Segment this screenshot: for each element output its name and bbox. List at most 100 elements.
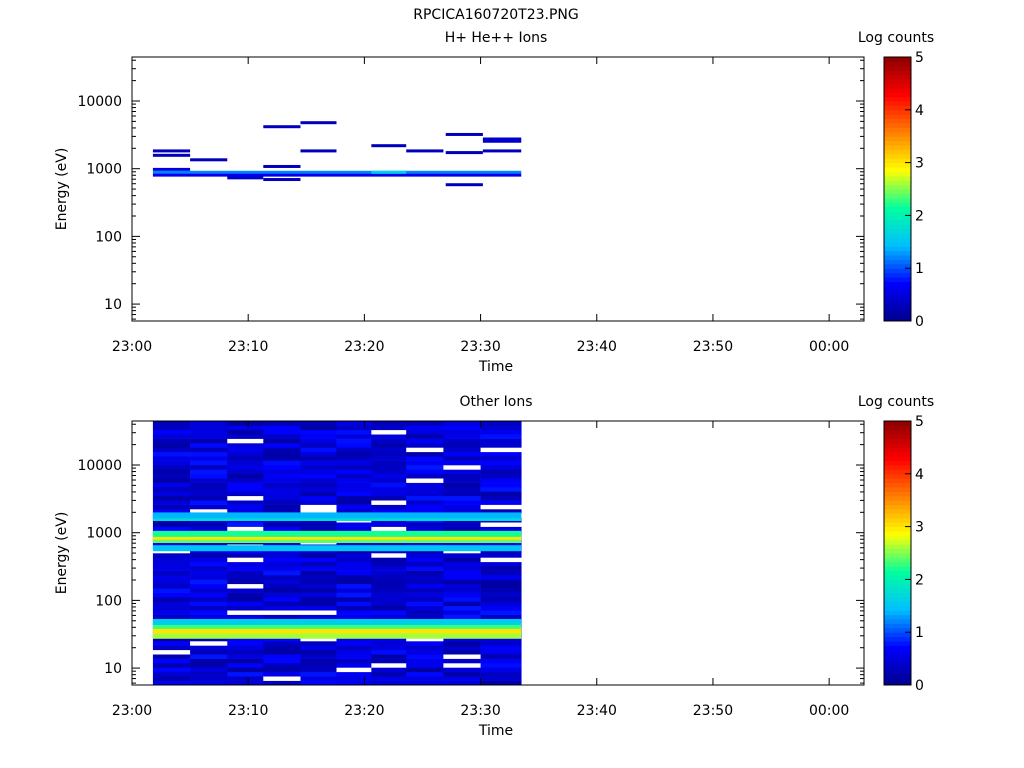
- y-tick-label: 10000: [77, 458, 122, 474]
- heatmap-cell: [480, 561, 522, 567]
- colorbar-segment: [884, 676, 911, 682]
- colorbar-segment: [884, 294, 911, 300]
- y-tick-label: 1000: [86, 162, 122, 178]
- colorbar-segment: [884, 140, 911, 146]
- heatmap-cell: [152, 663, 191, 668]
- heatmap-cell: [263, 460, 301, 466]
- heatmap-cell: [152, 465, 191, 470]
- heatmap-cell: [227, 429, 264, 435]
- colorbar-tick-label: 4: [915, 467, 924, 483]
- heatmap-cell: [263, 579, 301, 585]
- colorbar-segment: [884, 649, 911, 655]
- heatmap-cell: [336, 465, 372, 470]
- heatmap-cell: [263, 500, 301, 505]
- heatmap-cell: [190, 451, 228, 457]
- y-tick-label: 100: [95, 229, 122, 245]
- colorbar-segment: [884, 522, 911, 528]
- heatmap-cell: [263, 658, 301, 664]
- heatmap-cell: [227, 636, 264, 642]
- heatmap-cell: [480, 645, 522, 651]
- heatmap-cell: [152, 153, 191, 157]
- heatmap-band: [152, 512, 522, 519]
- heatmap-cell: [336, 667, 372, 673]
- heatmap-cell: [263, 592, 301, 598]
- heatmap-cell: [152, 429, 191, 435]
- colorbar-segment: [884, 175, 911, 181]
- heatmap-cell: [300, 443, 337, 448]
- heatmap-band: [152, 530, 522, 537]
- heatmap-cell: [443, 478, 481, 483]
- heatmap-cell: [480, 579, 522, 585]
- colorbar-segment: [884, 277, 911, 282]
- heatmap-cells: [152, 121, 522, 187]
- heatmap-cell: [406, 597, 444, 602]
- heatmap-cell: [263, 597, 301, 602]
- heatmap-cell: [300, 465, 337, 470]
- heatmap-cell: [406, 579, 444, 585]
- heatmap-cell: [406, 663, 444, 668]
- heatmap-cell: [371, 491, 407, 497]
- heatmap-cell: [480, 522, 522, 527]
- heatmap-cell: [336, 451, 372, 457]
- colorbar-segment: [884, 539, 911, 545]
- heatmap-cell: [152, 583, 191, 589]
- colorbar-segment: [884, 623, 911, 629]
- heatmap-cell: [190, 557, 228, 563]
- heatmap-cell: [443, 614, 481, 620]
- colorbar-segment: [884, 171, 911, 177]
- heatmap-cells: [152, 421, 522, 686]
- heatmap-cell: [443, 561, 481, 567]
- heatmap-cell: [227, 500, 264, 505]
- heatmap-cell: [152, 526, 191, 532]
- heatmap-cell: [443, 605, 481, 611]
- heatmap-cell: [371, 469, 407, 475]
- colorbar-segment: [884, 570, 911, 576]
- heatmap-cell: [227, 663, 264, 668]
- heatmap-cell: [406, 429, 444, 435]
- heatmap-cell: [443, 597, 481, 602]
- heatmap-cell: [227, 495, 264, 501]
- heatmap-cell: [227, 456, 264, 461]
- heatmap-cell: [480, 469, 522, 475]
- colorbar: 0 1 2 3 4 5: [883, 414, 924, 694]
- colorbar-segment: [884, 627, 911, 633]
- heatmap-cell: [227, 487, 264, 492]
- colorbar-segment: [884, 434, 911, 440]
- heatmap-cell: [406, 451, 444, 457]
- heatmap-cell: [336, 583, 372, 589]
- heatmap-cell: [406, 491, 444, 497]
- heatmap-cell: [263, 671, 301, 677]
- heatmap-cell: [190, 597, 228, 602]
- heatmap-cell: [406, 553, 444, 558]
- colorbar-tick-label: 4: [915, 103, 924, 119]
- colorbar-segment: [884, 636, 911, 642]
- heatmap-cell: [371, 561, 407, 567]
- heatmap-cell: [480, 456, 522, 461]
- heatmap-cell: [480, 610, 522, 615]
- colorbar-segment: [884, 219, 911, 225]
- heatmap-cell: [263, 425, 301, 431]
- heatmap-cell: [227, 579, 264, 585]
- colorbar-segment: [884, 272, 911, 278]
- heatmap-cell: [263, 473, 301, 479]
- heatmap-cell: [227, 443, 264, 448]
- heatmap-cell: [300, 504, 337, 510]
- heatmap-cell: [300, 438, 337, 444]
- heatmap-cell: [445, 132, 483, 136]
- heatmap-cell: [406, 460, 444, 466]
- colorbar-segment: [884, 189, 911, 194]
- heatmap-cell: [480, 447, 522, 453]
- heatmap-cell: [371, 504, 407, 510]
- heatmap-cell: [300, 667, 337, 673]
- colorbar-segment: [884, 473, 911, 479]
- heatmap-cell: [371, 601, 407, 607]
- heatmap-cell: [480, 500, 522, 505]
- heatmap-cell: [190, 495, 228, 501]
- heatmap-cell: [371, 526, 407, 532]
- heatmap-cell: [152, 566, 191, 571]
- heatmap-cell: [300, 469, 337, 475]
- heatmap-cell: [263, 570, 301, 576]
- colorbar-segment: [884, 118, 911, 124]
- heatmap-cell: [336, 658, 372, 664]
- heatmap-cell: [263, 443, 301, 448]
